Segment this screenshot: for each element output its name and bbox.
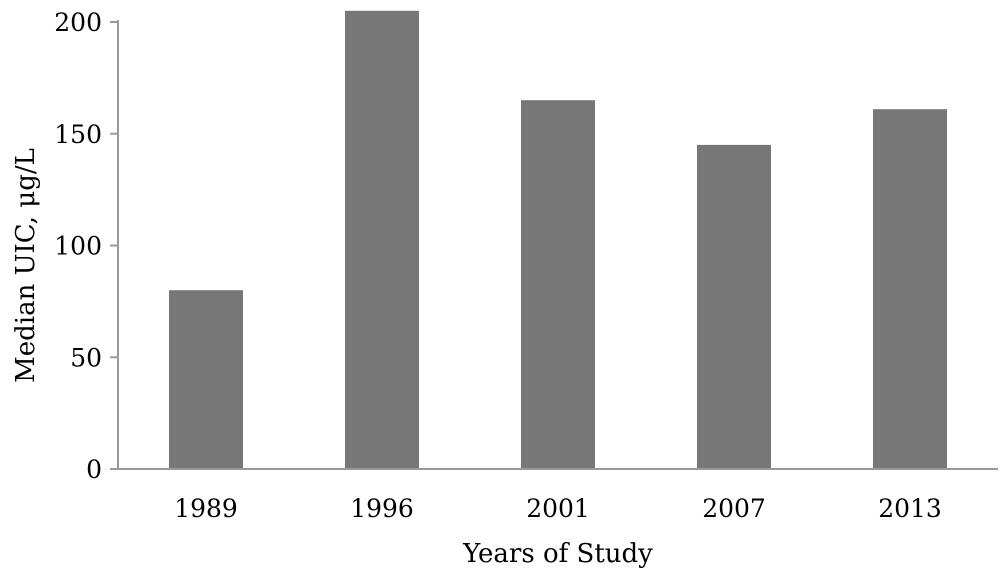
- y-tick-label: 50: [70, 343, 102, 372]
- y-tick-label: 100: [54, 232, 102, 261]
- x-axis-ticks: 1989 1996 2001 2007 2013: [174, 494, 942, 523]
- y-tick-label: 0: [86, 455, 102, 484]
- y-tick-label: 150: [54, 120, 102, 149]
- x-tick-label: 2013: [878, 494, 942, 523]
- bars-group: [169, 10, 947, 470]
- x-tick-label: 2007: [702, 494, 766, 523]
- y-tick-label: 200: [54, 8, 102, 37]
- y-axis-ticks: 0 50 100 150 200: [54, 8, 118, 484]
- x-tick-label: 1989: [174, 494, 238, 523]
- bar-2001: [521, 100, 595, 469]
- x-tick-label: 2001: [526, 494, 590, 523]
- bar-1996: [345, 10, 419, 470]
- bar-2013: [873, 109, 947, 469]
- x-axis-title: Years of Study: [462, 539, 653, 569]
- x-tick-label: 1996: [350, 494, 414, 523]
- bar-2007: [697, 144, 771, 469]
- y-axis-title: Median UIC, μg/L: [11, 148, 41, 383]
- bar-1989: [169, 290, 243, 469]
